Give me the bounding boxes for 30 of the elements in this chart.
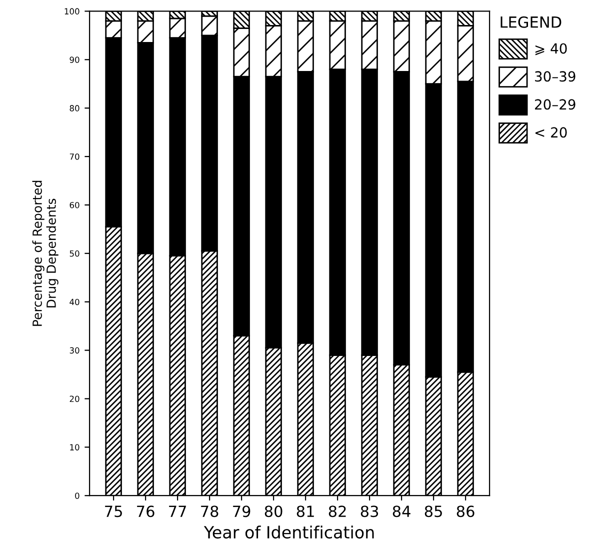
y-tick-label: 90 xyxy=(70,56,80,63)
x-tick-label: 77 xyxy=(169,506,186,517)
x-tick-label: 76 xyxy=(137,506,154,518)
x-tick-label: 84 xyxy=(392,506,410,518)
legend-label: 20–29 xyxy=(535,99,576,110)
y-tick-label: 20 xyxy=(70,396,80,402)
x-tick-label: 85 xyxy=(424,506,442,518)
y-tick-label: 40 xyxy=(70,298,80,306)
x-tick-label: 83 xyxy=(360,506,378,518)
x-tick-label: 75 xyxy=(105,506,122,518)
y-tick-label: 100 xyxy=(64,8,80,14)
x-axis-title: Year of Identification xyxy=(204,526,374,539)
legend-label: < 20 xyxy=(535,127,567,138)
x-tick-label: 81 xyxy=(296,506,314,518)
x-tick-label: 82 xyxy=(328,506,346,518)
y-tick-label: 0 xyxy=(75,492,80,499)
x-tick-label: 86 xyxy=(456,506,474,518)
x-tick-label: 79 xyxy=(233,506,250,518)
legend-title: LEGEND xyxy=(500,16,562,28)
x-tick-label: 78 xyxy=(201,506,218,518)
y-tick-label: 30 xyxy=(70,347,80,354)
y-tick-label: 60 xyxy=(70,202,80,208)
y-tick-label: 10 xyxy=(70,444,80,450)
legend-label: ⩾ 40 xyxy=(535,43,567,56)
y-tick-label: 50 xyxy=(70,250,80,257)
legend-label: 30–39 xyxy=(535,71,576,82)
y-tick-label: 70 xyxy=(70,154,80,160)
y-axis-title: Percentage of Reported Drug Dependents xyxy=(32,180,58,326)
x-tick-label: 80 xyxy=(264,506,282,518)
y-tick-label: 80 xyxy=(70,105,80,112)
